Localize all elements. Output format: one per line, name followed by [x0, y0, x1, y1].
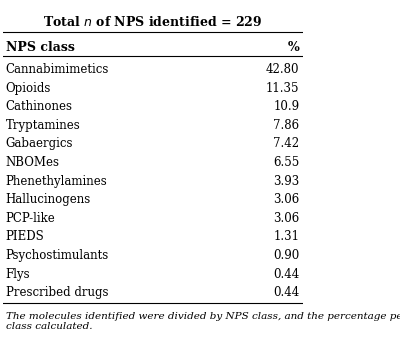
Text: 11.35: 11.35 — [266, 82, 300, 95]
Text: %: % — [288, 41, 300, 54]
Text: 7.86: 7.86 — [274, 119, 300, 132]
Text: Opioids: Opioids — [6, 82, 51, 95]
Text: Tryptamines: Tryptamines — [6, 119, 80, 132]
Text: 42.80: 42.80 — [266, 63, 300, 76]
Text: PIEDS: PIEDS — [6, 230, 44, 244]
Text: Cathinones: Cathinones — [6, 100, 73, 113]
Text: NBOMes: NBOMes — [6, 156, 60, 169]
Text: Flys: Flys — [6, 268, 30, 281]
Text: Total $n$ of NPS identified = 229: Total $n$ of NPS identified = 229 — [43, 15, 262, 29]
Text: Cannabimimetics: Cannabimimetics — [6, 63, 109, 76]
Text: NPS class: NPS class — [6, 41, 75, 54]
Text: 6.55: 6.55 — [273, 156, 300, 169]
Text: 10.9: 10.9 — [274, 100, 300, 113]
Text: 0.90: 0.90 — [273, 249, 300, 262]
Text: The molecules identified were divided by NPS class, and the percentage per
class: The molecules identified were divided by… — [6, 312, 400, 331]
Text: Prescribed drugs: Prescribed drugs — [6, 286, 108, 299]
Text: 3.06: 3.06 — [273, 212, 300, 225]
Text: 0.44: 0.44 — [273, 268, 300, 281]
Text: 3.93: 3.93 — [273, 175, 300, 188]
Text: 7.42: 7.42 — [274, 138, 300, 150]
Text: 3.06: 3.06 — [273, 193, 300, 206]
Text: Psychostimulants: Psychostimulants — [6, 249, 109, 262]
Text: 0.44: 0.44 — [273, 286, 300, 299]
Text: 1.31: 1.31 — [274, 230, 300, 244]
Text: PCP-like: PCP-like — [6, 212, 56, 225]
Text: Gabaergics: Gabaergics — [6, 138, 73, 150]
Text: Phenethylamines: Phenethylamines — [6, 175, 108, 188]
Text: Hallucinogens: Hallucinogens — [6, 193, 91, 206]
